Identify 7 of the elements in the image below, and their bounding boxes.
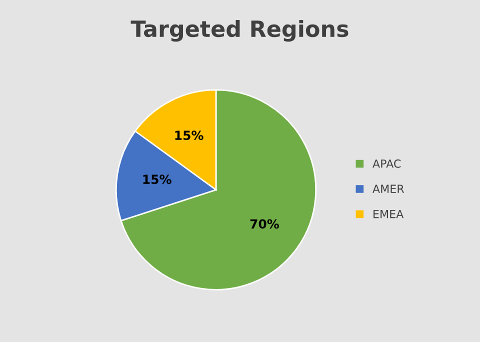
legend-label: AMER: [372, 184, 404, 193]
legend-label: EMEA: [374, 210, 404, 218]
data-label: 15%: [143, 174, 172, 184]
legend-label: APAC: [372, 159, 401, 168]
data-label: 15%: [175, 130, 204, 140]
chart-title: Targeted Regions: [130, 20, 348, 42]
data-label: 70%: [250, 219, 280, 229]
